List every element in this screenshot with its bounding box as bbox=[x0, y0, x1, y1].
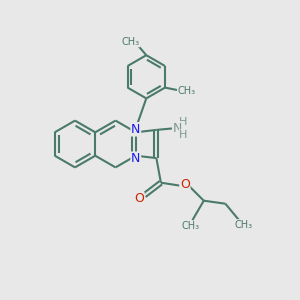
Text: CH₃: CH₃ bbox=[178, 85, 196, 96]
Text: CH₃: CH₃ bbox=[122, 37, 140, 47]
Text: CH₃: CH₃ bbox=[182, 221, 200, 231]
Text: N: N bbox=[131, 123, 140, 136]
Text: H: H bbox=[179, 130, 188, 140]
Text: H: H bbox=[179, 117, 188, 127]
Text: N: N bbox=[131, 152, 140, 165]
Text: O: O bbox=[180, 178, 190, 191]
Text: N: N bbox=[173, 122, 182, 135]
Text: O: O bbox=[134, 192, 144, 206]
Text: CH₃: CH₃ bbox=[234, 220, 252, 230]
